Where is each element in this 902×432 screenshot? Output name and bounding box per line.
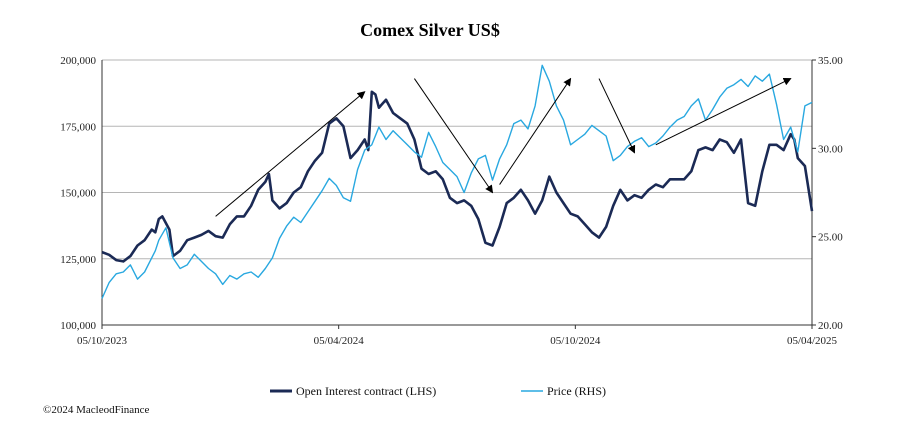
series-line-price: [101, 64, 813, 299]
y-left-tick-label: 175,000: [60, 121, 96, 133]
trend-arrow: [499, 77, 572, 185]
series-line-open-interest: [101, 90, 814, 263]
y-right-tick-label: 35.00: [818, 55, 843, 67]
x-tick-label: 05/04/2025: [787, 335, 838, 347]
grid-lines: [102, 59, 812, 326]
trend-arrow: [598, 78, 636, 154]
trend-arrows: [215, 77, 792, 217]
y-left-tick-label: 100,000: [60, 320, 96, 332]
axes: 100,000 125,000 150,000 175,000 200,000 20.00…: [60, 55, 843, 347]
series-lines: [101, 64, 814, 299]
legend: Open Interest contract (LHS) Price (RHS): [270, 384, 606, 398]
y-left-tick-label: 200,000: [60, 55, 96, 67]
x-tick-label: 05/10/2024: [550, 335, 601, 347]
y-right-tick-label: 20.00: [818, 320, 843, 332]
chart-title: Comex Silver US$: [360, 20, 500, 40]
trend-arrow: [655, 78, 792, 146]
y-left-tick-label: 150,000: [60, 188, 96, 200]
y-right-tick-label: 25.00: [818, 232, 843, 244]
y-right-tick-label: 30.00: [818, 143, 843, 155]
x-tick-label: 05/04/2024: [314, 335, 365, 347]
y-left-tick-label: 125,000: [60, 254, 96, 266]
trend-arrow: [215, 91, 366, 217]
x-tick-label: 05/10/2023: [77, 335, 128, 347]
legend-label-price: Price (RHS): [547, 384, 606, 398]
copyright-text: ©2024 MacleodFinance: [43, 404, 150, 416]
legend-label-open-interest: Open Interest contract (LHS): [296, 384, 436, 398]
trend-arrow: [413, 78, 494, 194]
